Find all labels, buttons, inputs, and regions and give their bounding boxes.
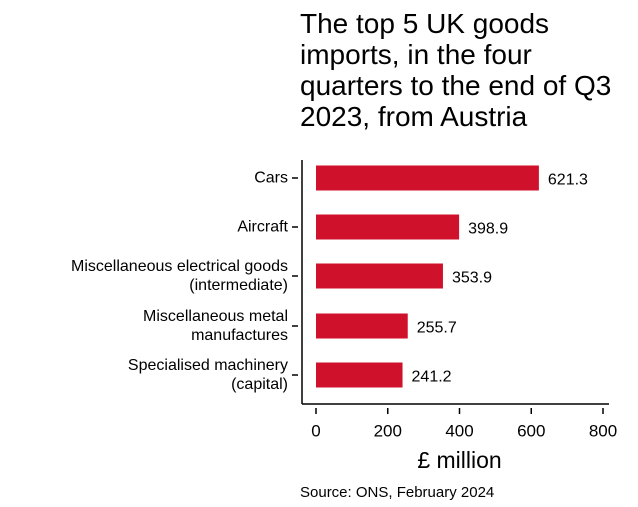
x-tick-label-3: 600	[517, 422, 545, 441]
bar-1	[316, 214, 460, 240]
x-tick-label-4: 800	[589, 422, 617, 441]
category-label-0: Cars	[254, 170, 288, 187]
value-label-2: 353.9	[452, 270, 492, 287]
category-label-1: Aircraft	[237, 219, 288, 236]
x-tick-label-2: 400	[445, 422, 473, 441]
bar-0	[316, 165, 539, 191]
category-label-3-line-0: Miscellaneous metal	[143, 308, 288, 325]
x-axis-title: £ million	[417, 447, 501, 473]
bar-3	[316, 313, 408, 339]
value-label-3: 255.7	[417, 320, 457, 337]
category-label-3-line-1: manufactures	[191, 327, 288, 344]
category-label-2-line-0: Miscellaneous electrical goods	[71, 258, 288, 275]
value-label-1: 398.9	[468, 221, 508, 238]
value-label-4: 241.2	[412, 369, 452, 386]
bar-4	[316, 362, 403, 388]
value-label-0: 621.3	[548, 172, 588, 189]
x-tick-label-1: 200	[374, 422, 402, 441]
category-label-4-line-1: (capital)	[231, 376, 288, 393]
chart-title: The top 5 UK goods imports, in the four …	[300, 8, 612, 132]
chart-source: Source: ONS, February 2024	[300, 484, 495, 501]
x-tick-label-0: 0	[311, 422, 320, 441]
category-label-4-line-0: Specialised machinery	[128, 357, 288, 374]
bar-2	[316, 263, 443, 289]
category-label-2-line-1: (intermediate)	[189, 277, 288, 294]
